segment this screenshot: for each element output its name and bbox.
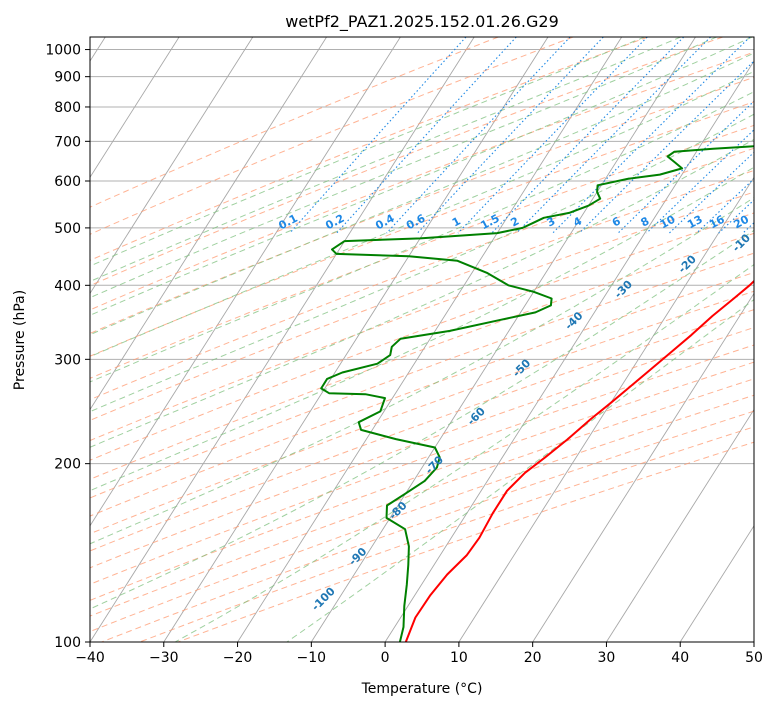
x-tick-label: 50 (745, 650, 763, 666)
mixing-ratio-line (457, 37, 648, 234)
moist-adiabat-line (90, 37, 753, 316)
y-tick-label: 200 (54, 457, 81, 473)
dry-adiabat-line (90, 37, 499, 208)
dry-adiabat-line (90, 344, 754, 585)
isotherm-line (90, 37, 327, 411)
chart-title: wetPf2_PAZ1.2025.152.01.26.G29 (285, 12, 559, 32)
plot-area: 0.10.20.40.611.5234681013162025303601020… (90, 37, 754, 642)
y-tick-label: 500 (54, 221, 81, 237)
x-tick-label: −30 (149, 650, 179, 666)
mixing-ratio-line (386, 37, 571, 234)
y-tick-label: 600 (54, 174, 81, 190)
dry-adiabat-line (90, 124, 754, 379)
isotherm-line (90, 37, 475, 642)
y-tick-label: 700 (54, 134, 81, 150)
y-tick-label: 1000 (45, 43, 81, 59)
dry-adiabat-line (90, 101, 754, 357)
temperature-line (404, 279, 754, 642)
x-tick-label: 30 (598, 650, 616, 666)
isotherm-line (237, 37, 623, 642)
moist-adiabat-line (90, 37, 645, 267)
dry-adiabat-line (90, 191, 754, 442)
y-tick-label: 100 (54, 635, 81, 651)
moist-adiabat-line (174, 263, 754, 642)
dry-adiabat-lines (90, 37, 754, 642)
mixing-ratio-line (416, 37, 604, 234)
isotherm-lines (90, 37, 754, 642)
isotherm-line (163, 37, 549, 642)
mixing-ratio-label: 13 (685, 213, 705, 232)
dry-adiabat-line (90, 252, 754, 499)
isotherm-line (532, 292, 754, 642)
plot-frame (89, 36, 755, 643)
x-tick-label: 20 (524, 650, 542, 666)
x-tick-label: 10 (450, 650, 468, 666)
x-axis-ticks: −40 −30 −20 −10 0 10 20 30 40 50 (75, 642, 763, 666)
isotherm-line (458, 176, 754, 642)
moist-adiabat-line (90, 70, 754, 358)
y-tick-label: 800 (54, 100, 81, 116)
dry-adiabat-line (90, 76, 754, 334)
mixing-ratio-label: 20 (731, 213, 751, 232)
mixing-ratio-line (336, 37, 517, 234)
moist-adiabat-line (90, 138, 754, 448)
dry-adiabat-line (90, 212, 754, 461)
x-tick-label: −20 (223, 650, 253, 666)
x-tick-label: 40 (671, 650, 689, 666)
x-tick-label: −40 (75, 650, 105, 666)
y-tick-label: 900 (54, 70, 81, 86)
x-tick-label: −10 (297, 650, 327, 666)
isotherm-line (606, 408, 754, 642)
isotherm-line (90, 37, 401, 527)
dry-adiabat-line (90, 37, 574, 235)
isotherm-line (90, 37, 254, 295)
isobar-gridlines (90, 49, 754, 642)
x-axis-label: Temperature (°C) (361, 681, 483, 697)
mixing-ratio-line (668, 151, 754, 234)
isotherm-line (679, 524, 754, 642)
dry-adiabat-line (90, 309, 754, 552)
x-tick-label: 0 (381, 650, 390, 666)
y-tick-label: 300 (54, 352, 81, 368)
dry-adiabat-line (90, 169, 754, 421)
dry-adiabat-line (90, 37, 649, 261)
mixing-ratio-line (289, 37, 467, 234)
moist-adiabat-line (90, 91, 754, 383)
dry-adiabat-line (90, 394, 754, 633)
moist-adiabat-lines (90, 37, 754, 642)
isotherm-line (384, 60, 754, 642)
y-axis-label: Pressure (hPa) (12, 290, 28, 390)
y-axis-ticks: 100 200 300 400 500 600 700 800 900 1000 (45, 43, 90, 651)
mixing-ratio-label: 16 (707, 213, 727, 232)
dewpoint-line (320, 145, 754, 642)
dry-adiabat-line (90, 361, 754, 601)
moist-adiabat-line (90, 37, 681, 282)
moist-adiabat-line (90, 113, 754, 413)
dry-adiabat-line (90, 37, 723, 287)
mixing-ratio-line (491, 37, 685, 234)
mixing-ratio-line (578, 60, 754, 234)
y-tick-label: 400 (54, 278, 81, 294)
profile-series (320, 145, 754, 642)
moist-adiabat-line (90, 166, 754, 492)
mixing-ratio-line (516, 37, 711, 234)
mixing-ratio-lines (289, 37, 754, 234)
isotherm-line (90, 37, 180, 179)
dry-adiabat-line (90, 147, 754, 401)
moist-adiabat-line (90, 229, 754, 610)
mixing-ratio-label: 10 (658, 213, 678, 232)
